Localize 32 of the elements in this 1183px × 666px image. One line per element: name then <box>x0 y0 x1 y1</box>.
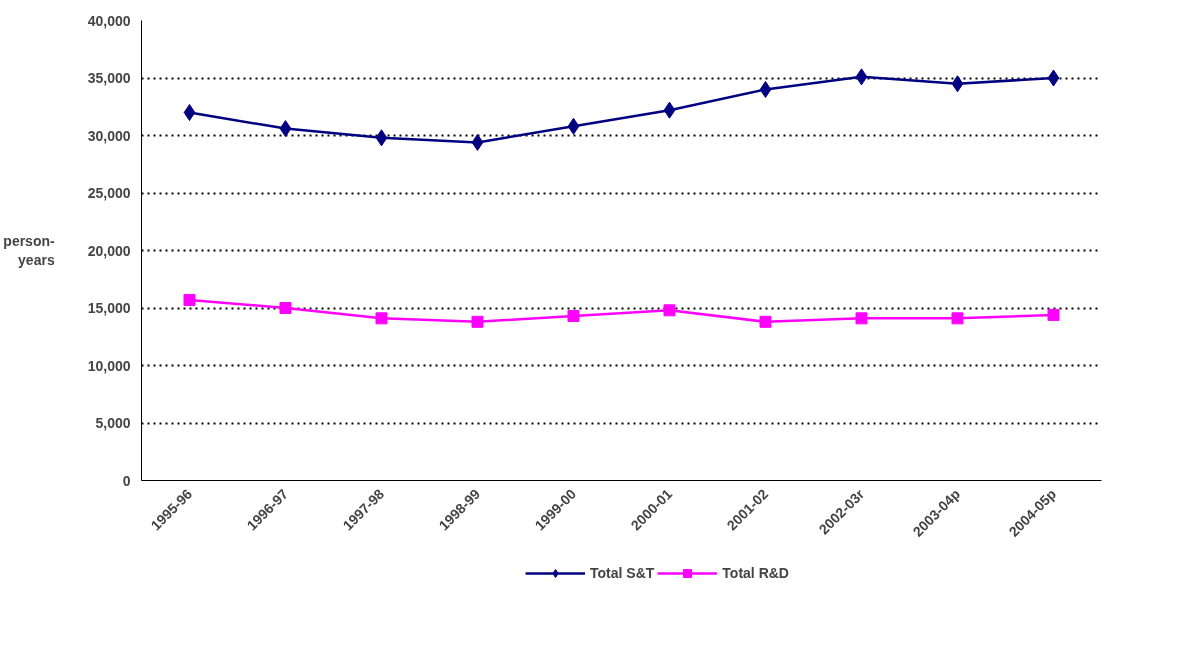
y-tick-label: 0 <box>122 472 131 489</box>
point <box>375 129 388 147</box>
point <box>183 104 196 121</box>
point <box>663 101 676 119</box>
point <box>567 117 580 135</box>
point <box>1047 308 1060 321</box>
legend-label: Total R&D <box>722 565 789 581</box>
y-tick-label: 30,000 <box>87 127 131 144</box>
y-tick-label: 15,000 <box>87 300 131 316</box>
y-tick-label: 25,000 <box>87 185 131 201</box>
point <box>279 120 292 138</box>
y-tick-label: 10,000 <box>87 357 131 374</box>
point <box>663 304 676 317</box>
point <box>183 293 196 306</box>
y-tick-label: 20,000 <box>87 242 131 259</box>
y-tick-label: 40,000 <box>87 12 131 29</box>
y-tick-label: 35,000 <box>87 70 131 86</box>
point <box>855 312 868 325</box>
point <box>567 310 580 323</box>
point <box>759 81 772 98</box>
y-tick-label: 5,000 <box>95 415 131 431</box>
legend-label: Total S&T <box>590 565 655 581</box>
point <box>759 315 772 328</box>
point <box>279 302 292 314</box>
y-axis-title: person- years <box>3 232 56 269</box>
point <box>375 312 388 325</box>
point <box>471 315 484 328</box>
point <box>471 133 484 151</box>
point <box>855 68 868 86</box>
point <box>951 75 964 93</box>
point <box>951 312 964 325</box>
point <box>1047 69 1060 87</box>
